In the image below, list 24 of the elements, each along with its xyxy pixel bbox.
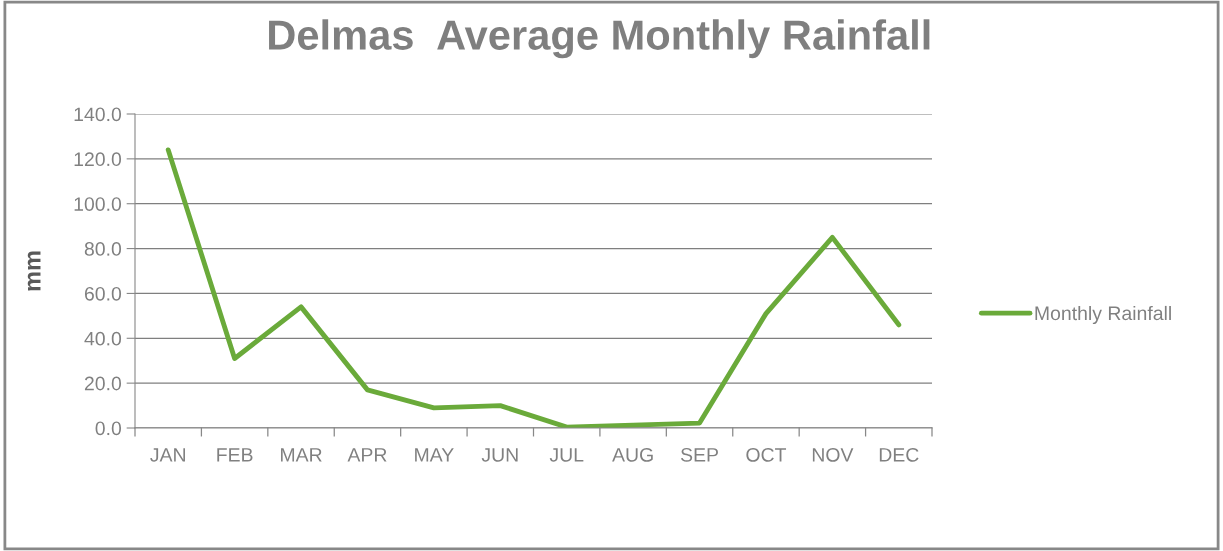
x-tick-label: SEP — [680, 447, 718, 462]
x-tick-label: MAY — [415, 448, 454, 462]
line-series — [165, 147, 902, 428]
x-tick-label: MAR — [281, 448, 322, 462]
y-axis-title: mm — [27, 251, 41, 291]
x-tick-label: AUG — [612, 447, 653, 462]
y-tick-label: 80.0 — [84, 242, 122, 256]
y-tick-label: 120.0 — [74, 152, 122, 167]
x-tick-label: OCT — [746, 447, 787, 462]
x-tick-label: JUL — [549, 448, 584, 462]
y-tick-label: 60.0 — [84, 286, 122, 301]
y-tick-label: 20.0 — [84, 376, 122, 391]
y-tick-label: 40.0 — [84, 331, 122, 346]
x-tick-label: DEC — [879, 447, 919, 462]
y-tick-label: 100.0 — [74, 197, 122, 211]
x-tick-label: NOV — [812, 447, 854, 462]
y-tick-label: 0.0 — [95, 421, 122, 436]
x-tick-label: JAN — [150, 448, 185, 462]
x-tick-label: APR — [347, 448, 387, 462]
chart-title: Delmas Average Monthly Rainfall — [269, 19, 930, 59]
x-tick-label: FEB — [217, 448, 253, 462]
y-tick-label: 140.0 — [74, 107, 122, 122]
x-tick-label: JUN — [481, 448, 518, 462]
legend-label: Monthly Rainfall — [1035, 305, 1171, 325]
